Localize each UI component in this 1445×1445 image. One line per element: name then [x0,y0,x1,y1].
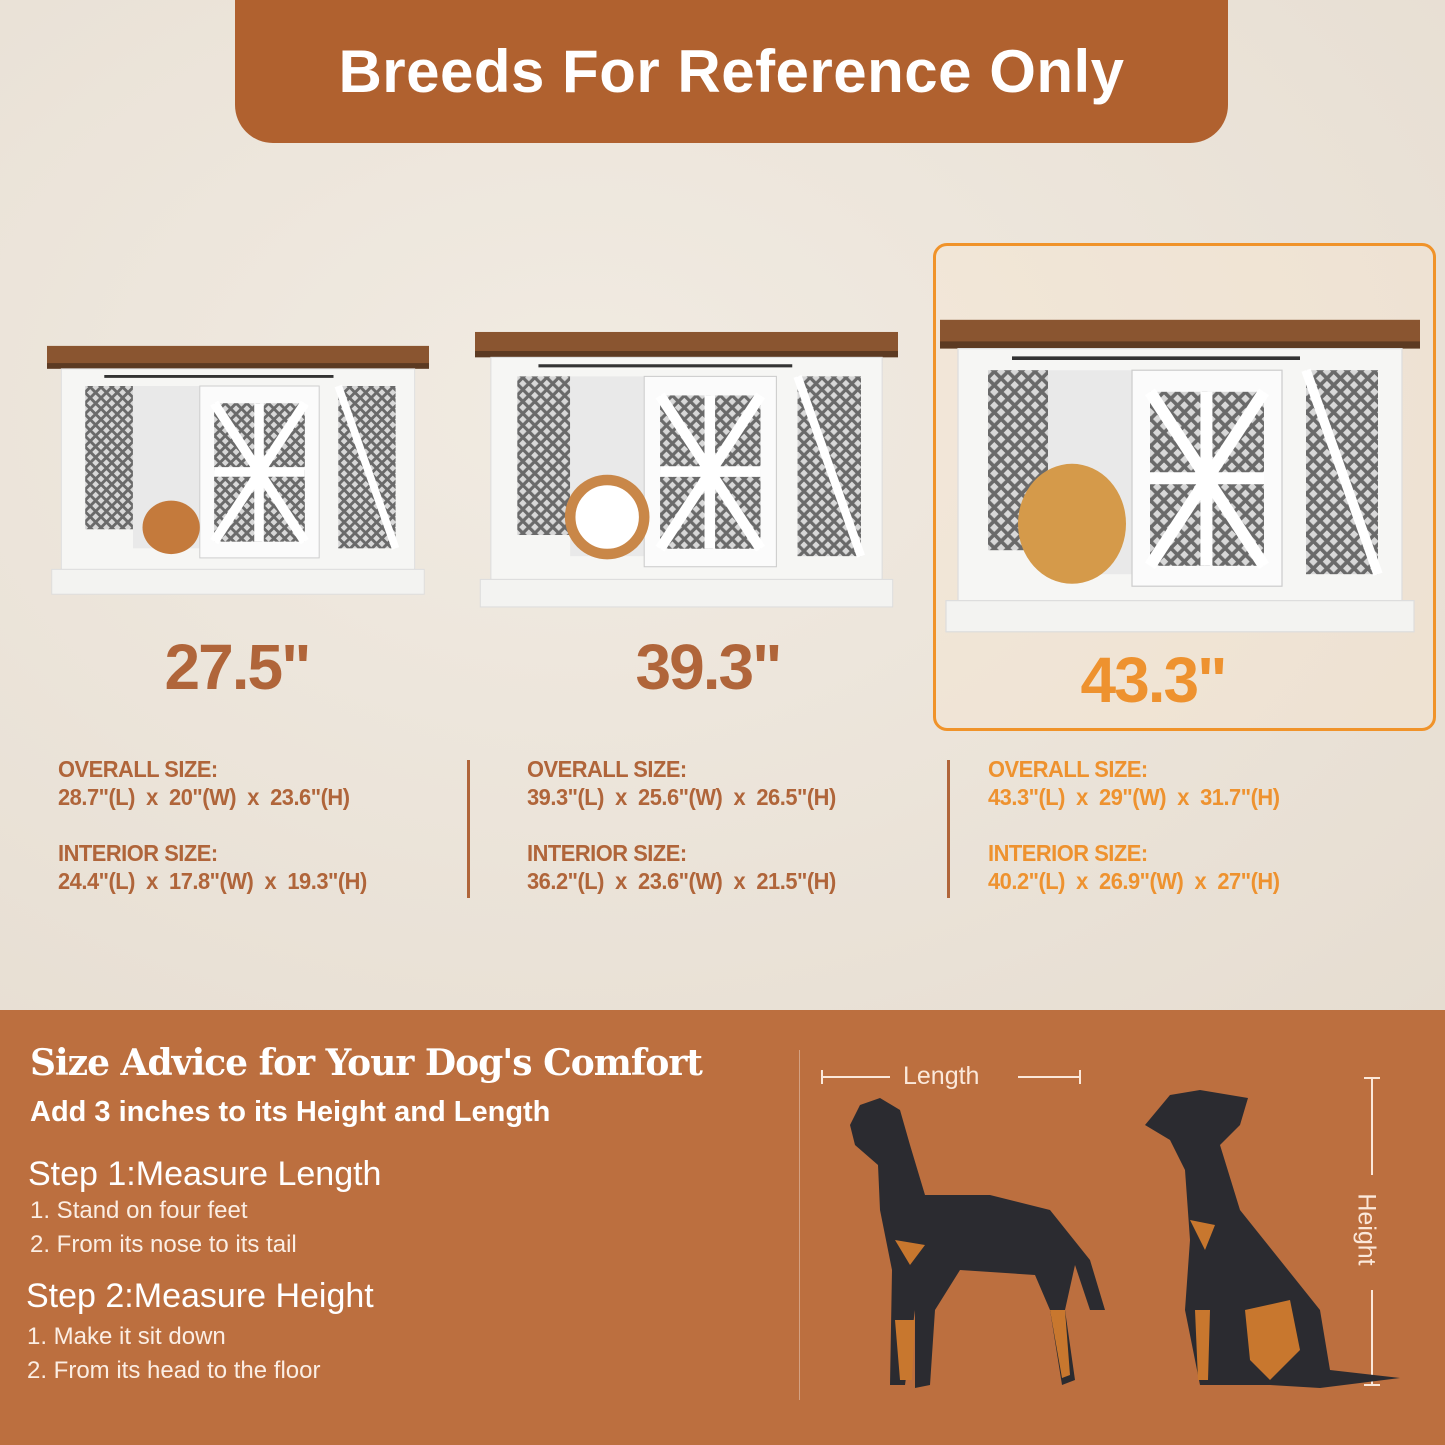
poodle-dog [142,500,200,555]
divider [947,760,950,898]
divider [467,760,470,898]
step1-item: 2. From its nose to its tail [30,1231,297,1258]
interior-value: 36.2"(L) x 23.6"(W) x 21.5"(H) [527,868,836,894]
overall-label: OVERALL SIZE: [58,756,218,782]
overall-label: OVERALL SIZE: [988,756,1148,782]
beagle-dog [564,474,650,560]
size-label-large: 43.3" [1080,644,1228,716]
step2-title: Step 2:Measure Height [26,1277,374,1315]
length-label: Length [903,1062,980,1090]
step1-item: 1. Stand on four feet [30,1197,248,1224]
interior-label: INTERIOR SIZE: [988,840,1148,866]
divider [799,1050,800,1400]
height-label: Height [1352,1193,1381,1266]
length-indicator [821,1070,1081,1084]
crate-large-image [940,312,1420,642]
crate-medium-image [475,325,898,616]
interior-value: 24.4"(L) x 17.8"(W) x 19.3"(H) [58,868,367,894]
spec-large: OVERALL SIZE: 43.3"(L) x 29"(W) x 31.7"(… [988,755,1280,895]
interior-label: INTERIOR SIZE: [527,840,687,866]
step2-item: 1. Make it sit down [27,1323,226,1350]
sitting-dog-icon [1145,1090,1400,1388]
crate-small-image [47,340,429,602]
standing-dog-icon [850,1098,1105,1388]
height-indicator [1364,1077,1380,1386]
step2-item: 2. From its head to the floor [27,1357,321,1384]
banner-title: Breeds For Reference Only [338,38,1125,105]
spec-medium: OVERALL SIZE: 39.3"(L) x 25.6"(W) x 26.5… [527,755,836,895]
overall-value: 28.7"(L) x 20"(W) x 23.6"(H) [58,784,350,810]
interior-label: INTERIOR SIZE: [58,840,218,866]
measurement-illustration [821,1070,1400,1388]
overall-value: 39.3"(L) x 25.6"(W) x 26.5"(H) [527,784,836,810]
size-label-medium: 39.3" [635,631,783,703]
spec-small: OVERALL SIZE: 28.7"(L) x 20"(W) x 23.6"(… [58,755,367,895]
step1-title: Step 1:Measure Length [28,1155,382,1193]
banner: Breeds For Reference Only [235,0,1228,143]
overall-label: OVERALL SIZE: [527,756,687,782]
overall-value: 43.3"(L) x 29"(W) x 31.7"(H) [988,784,1280,810]
size-label-small: 27.5" [164,631,312,703]
golden-retriever-dog [1018,463,1126,584]
interior-value: 40.2"(L) x 26.9"(W) x 27"(H) [988,868,1280,894]
advice-title: Size Advice for Your Dog's Comfort [30,1042,703,1084]
advice-subtitle: Add 3 inches to its Height and Length [30,1096,551,1128]
